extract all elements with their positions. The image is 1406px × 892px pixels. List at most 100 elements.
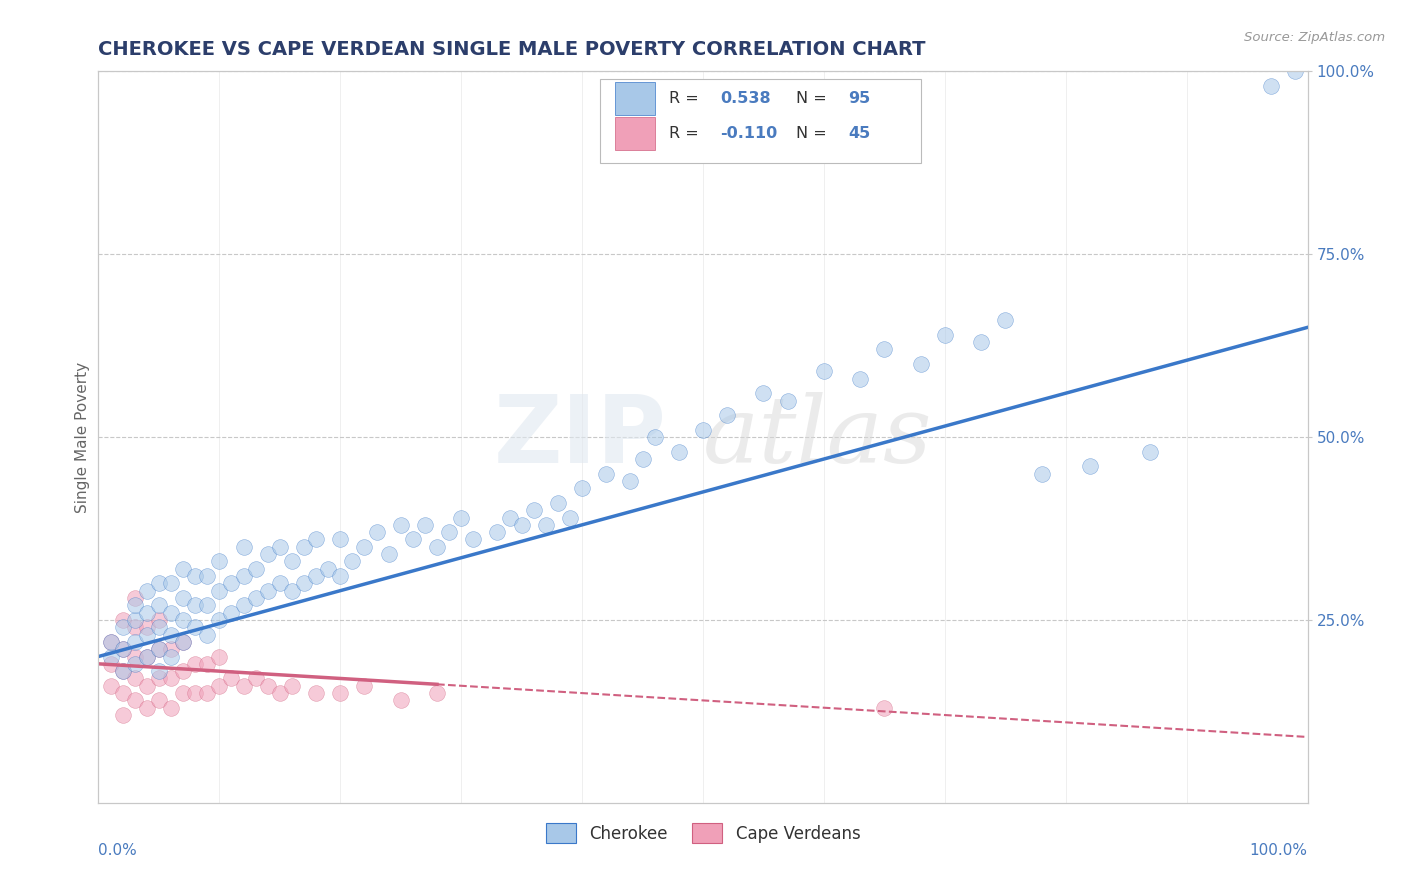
Point <box>160 606 183 620</box>
Point <box>184 657 207 671</box>
Text: 45: 45 <box>848 126 870 141</box>
Point <box>160 627 183 641</box>
FancyBboxPatch shape <box>614 82 655 115</box>
Point <box>619 474 641 488</box>
Point <box>135 606 157 620</box>
Text: N =: N = <box>796 126 832 141</box>
Point <box>1139 444 1161 458</box>
Point <box>1284 64 1306 78</box>
Point <box>232 679 254 693</box>
Text: ZIP: ZIP <box>494 391 666 483</box>
Point <box>281 679 304 693</box>
Point <box>329 533 352 547</box>
Point <box>558 510 581 524</box>
Point <box>305 686 328 700</box>
Point <box>124 613 146 627</box>
Point <box>873 700 896 714</box>
Point <box>135 700 157 714</box>
Point <box>402 533 425 547</box>
Point <box>305 533 328 547</box>
Text: -0.110: -0.110 <box>720 126 778 141</box>
Point <box>269 686 291 700</box>
Point <box>426 686 449 700</box>
Point <box>305 569 328 583</box>
Point <box>776 393 799 408</box>
Point <box>111 642 134 657</box>
Point <box>100 635 122 649</box>
Point <box>849 371 872 385</box>
Point <box>160 649 183 664</box>
Text: 100.0%: 100.0% <box>1250 843 1308 858</box>
Point <box>281 583 304 598</box>
Point <box>148 642 170 657</box>
Point <box>498 510 520 524</box>
Point <box>221 606 243 620</box>
Point <box>221 672 243 686</box>
Point <box>208 583 231 598</box>
Point <box>1078 459 1101 474</box>
Point <box>316 562 339 576</box>
Point <box>160 576 183 591</box>
Point <box>256 679 278 693</box>
Point <box>124 693 146 707</box>
Point <box>256 583 278 598</box>
Point <box>148 672 170 686</box>
Point <box>160 672 183 686</box>
Point <box>124 672 146 686</box>
Point <box>172 562 194 576</box>
Point <box>463 533 485 547</box>
Point <box>124 635 146 649</box>
Point <box>245 591 267 605</box>
Point <box>208 613 231 627</box>
Point <box>135 627 157 641</box>
Point <box>148 642 170 657</box>
Point <box>668 444 690 458</box>
Point <box>970 334 993 349</box>
Point <box>426 540 449 554</box>
Point <box>329 569 352 583</box>
Point <box>873 343 896 357</box>
Point <box>184 569 207 583</box>
Point <box>124 599 146 613</box>
Point <box>292 576 315 591</box>
Point <box>644 430 666 444</box>
Point <box>111 613 134 627</box>
FancyBboxPatch shape <box>614 117 655 150</box>
Text: R =: R = <box>669 91 704 106</box>
Point <box>148 620 170 634</box>
Point <box>148 664 170 678</box>
Point <box>910 357 932 371</box>
Point <box>692 423 714 437</box>
Point <box>994 313 1017 327</box>
Point <box>184 620 207 634</box>
Point <box>195 627 218 641</box>
Text: N =: N = <box>796 91 832 106</box>
Text: 0.538: 0.538 <box>720 91 770 106</box>
Point <box>135 583 157 598</box>
Point <box>172 664 194 678</box>
Point <box>148 599 170 613</box>
Point <box>450 510 472 524</box>
Point <box>523 503 546 517</box>
Point <box>172 635 194 649</box>
Point <box>269 540 291 554</box>
Point <box>1031 467 1053 481</box>
Point <box>389 693 412 707</box>
Point <box>292 540 315 554</box>
Point <box>124 657 146 671</box>
Point <box>124 649 146 664</box>
Point <box>281 554 304 568</box>
Point <box>232 599 254 613</box>
Point <box>595 467 617 481</box>
Point <box>172 613 194 627</box>
Point <box>148 576 170 591</box>
Point <box>111 620 134 634</box>
Point <box>111 664 134 678</box>
Point <box>510 517 533 532</box>
Point <box>342 554 364 568</box>
Point <box>135 649 157 664</box>
Text: Source: ZipAtlas.com: Source: ZipAtlas.com <box>1244 31 1385 45</box>
Point <box>232 569 254 583</box>
Point <box>752 386 775 401</box>
Point <box>135 679 157 693</box>
